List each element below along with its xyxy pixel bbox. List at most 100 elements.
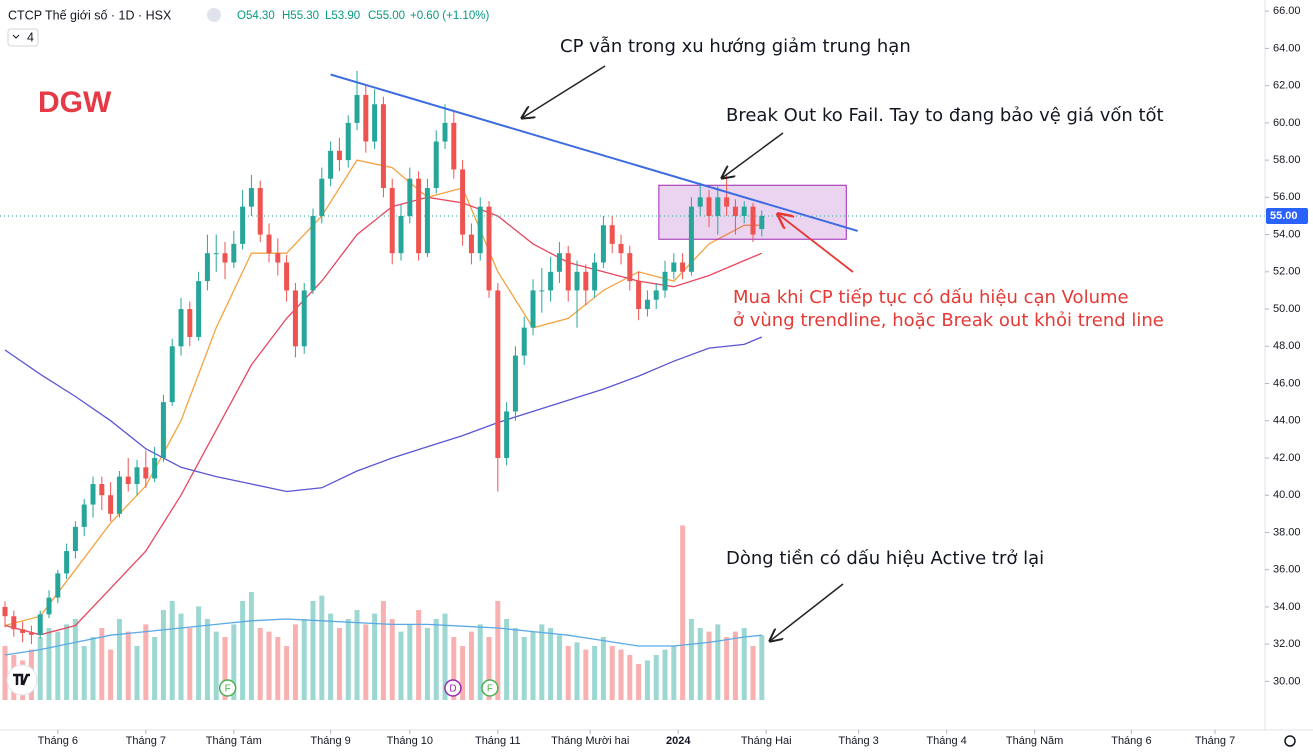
candle-body bbox=[565, 253, 571, 291]
volume-bar bbox=[213, 631, 219, 700]
y-tick-label: 66.00 bbox=[1273, 5, 1301, 17]
y-tick-label: 62.00 bbox=[1273, 80, 1301, 92]
x-tick-label: Tháng Năm bbox=[1006, 735, 1063, 747]
candle-body bbox=[336, 150, 342, 161]
candle-body bbox=[275, 253, 281, 263]
volume-bar bbox=[706, 631, 712, 700]
candle-body bbox=[231, 243, 237, 263]
annotation: Mua khi CP tiếp tục có dấu hiệu cạn Volu… bbox=[733, 287, 1129, 308]
candle-body bbox=[28, 632, 34, 635]
volume-bar bbox=[451, 637, 457, 700]
candle-body bbox=[583, 271, 589, 291]
y-tick-label: 58.00 bbox=[1273, 154, 1301, 166]
candle-body bbox=[222, 253, 228, 263]
candle-body bbox=[592, 262, 598, 291]
candle-body bbox=[187, 309, 193, 337]
candle-body bbox=[512, 355, 518, 412]
candle-body bbox=[442, 122, 448, 142]
volume-bar bbox=[539, 624, 545, 700]
ohlc-open: O54.30 bbox=[237, 10, 275, 22]
volume-bar bbox=[275, 637, 281, 700]
candle-body bbox=[741, 206, 747, 216]
volume-bar bbox=[90, 637, 96, 700]
candle-body bbox=[134, 467, 140, 485]
candle-body bbox=[389, 188, 395, 254]
candle-body bbox=[715, 197, 721, 216]
candle-body bbox=[706, 197, 712, 216]
candle-body bbox=[398, 215, 404, 254]
event-badge bbox=[218, 679, 237, 697]
indicator-toggle[interactable] bbox=[7, 28, 39, 47]
volume-bar bbox=[46, 628, 52, 700]
moving-average bbox=[4, 618, 762, 656]
x-tick-label: Tháng Hai bbox=[741, 735, 792, 747]
x-tick-label: Tháng 4 bbox=[926, 735, 966, 747]
candle-body bbox=[178, 309, 184, 347]
candle-body bbox=[284, 262, 290, 291]
annotation: Break Out ko Fail. Tay to đang bảo vệ gi… bbox=[726, 105, 1164, 126]
volume-bar bbox=[627, 655, 633, 700]
candle-body bbox=[248, 188, 254, 207]
volume-bar bbox=[64, 624, 70, 700]
volume-bar bbox=[688, 619, 694, 700]
x-tick-label: Tháng 6 bbox=[1111, 735, 1151, 747]
candle-body bbox=[345, 122, 351, 161]
volume-bar bbox=[583, 649, 589, 700]
candle-body bbox=[433, 141, 439, 189]
annotation: Dòng tiền có dấu hiệu Active trở lại bbox=[726, 548, 1044, 569]
volume-bar bbox=[530, 631, 536, 700]
candle-body bbox=[424, 188, 430, 254]
candle-body bbox=[636, 281, 642, 310]
volume-bar bbox=[116, 619, 122, 700]
arrow bbox=[770, 583, 844, 641]
volume-bar bbox=[724, 637, 730, 700]
y-tick-label: 30.00 bbox=[1273, 675, 1301, 687]
annotation: ở vùng trendline, hoặc Break out khỏi tr… bbox=[733, 310, 1164, 331]
candle-body bbox=[240, 206, 246, 244]
y-tick-label: 34.00 bbox=[1273, 601, 1301, 613]
arrow bbox=[778, 214, 854, 273]
volume-bar bbox=[55, 631, 61, 700]
volume-bar bbox=[292, 624, 298, 700]
x-tick-label: Tháng 7 bbox=[126, 735, 166, 747]
y-tick-label: 40.00 bbox=[1273, 489, 1301, 501]
annotation: CP vẫn trong xu hướng giảm trung hạn bbox=[560, 36, 911, 57]
candle-body bbox=[143, 467, 149, 479]
last-price-box bbox=[1266, 207, 1308, 224]
moving-average bbox=[4, 336, 763, 493]
candle-body bbox=[724, 197, 730, 207]
eye-icon[interactable] bbox=[207, 8, 221, 22]
volume-bar bbox=[759, 635, 765, 700]
candle-body bbox=[125, 476, 131, 485]
candle-body bbox=[213, 253, 219, 255]
volume-bar bbox=[196, 606, 202, 700]
candle-body bbox=[609, 225, 615, 244]
volume-bar bbox=[187, 628, 193, 700]
candle-body bbox=[108, 495, 114, 514]
volume-bar bbox=[222, 637, 228, 700]
indicator-count: 4 bbox=[27, 30, 34, 44]
candle-body bbox=[504, 411, 510, 458]
candle-body bbox=[116, 476, 122, 514]
volume-bar bbox=[574, 642, 580, 700]
candle-body bbox=[750, 206, 756, 235]
volume-bar bbox=[460, 646, 466, 700]
x-tick-label: Tháng 9 bbox=[310, 735, 350, 747]
x-tick-label: Tháng Tám bbox=[206, 735, 262, 747]
candle-body bbox=[90, 484, 96, 505]
candle-body bbox=[644, 299, 650, 310]
volume-bar bbox=[512, 628, 518, 700]
volume-bar bbox=[81, 646, 87, 700]
x-tick-label: Tháng 7 bbox=[1195, 735, 1235, 747]
y-tick-label: 38.00 bbox=[1273, 526, 1301, 538]
candle-body bbox=[539, 290, 545, 292]
x-tick-label: Tháng 10 bbox=[387, 735, 433, 747]
candle-body bbox=[2, 606, 8, 617]
y-tick-label: 48.00 bbox=[1273, 340, 1301, 352]
volume-bar bbox=[37, 637, 43, 700]
settings-icon[interactable] bbox=[1284, 735, 1296, 747]
last-price-label: 55.00 bbox=[1270, 210, 1298, 222]
volume-bar bbox=[108, 649, 114, 700]
candle-body bbox=[11, 616, 17, 630]
